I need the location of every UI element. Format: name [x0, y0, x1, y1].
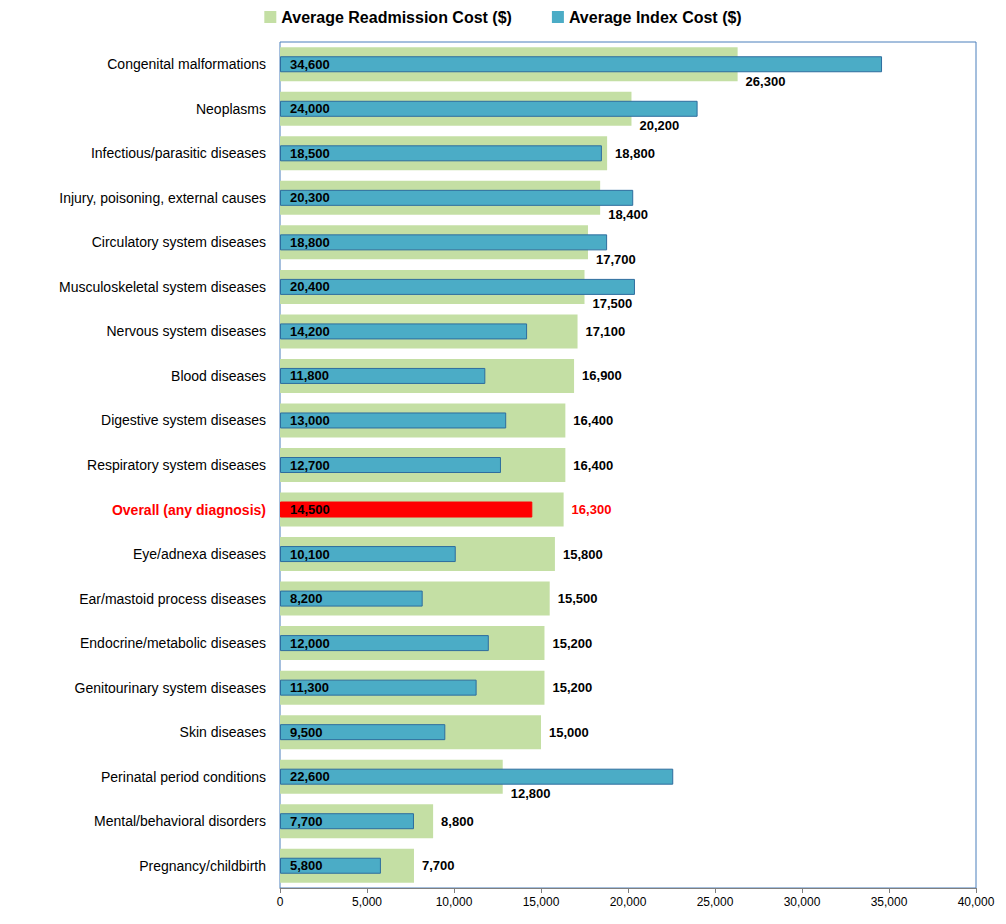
svg-text:13,000: 13,000: [290, 413, 330, 428]
svg-text:5,000: 5,000: [352, 895, 382, 909]
svg-text:17,100: 17,100: [586, 324, 626, 339]
svg-text:20,400: 20,400: [290, 279, 330, 294]
svg-text:12,000: 12,000: [290, 636, 330, 651]
svg-text:15,500: 15,500: [558, 591, 598, 606]
svg-text:16,400: 16,400: [573, 458, 613, 473]
svg-text:20,200: 20,200: [639, 118, 679, 133]
svg-text:Perinatal period conditions: Perinatal period conditions: [101, 769, 266, 785]
svg-text:24,000: 24,000: [290, 101, 330, 116]
svg-text:25,000: 25,000: [697, 895, 734, 909]
svg-text:17,500: 17,500: [593, 296, 633, 311]
svg-text:Average Index Cost ($): Average Index Cost ($): [569, 9, 742, 26]
svg-text:16,900: 16,900: [582, 368, 622, 383]
svg-text:14,500: 14,500: [290, 502, 330, 517]
svg-text:Ear/mastoid process diseases: Ear/mastoid process diseases: [79, 591, 266, 607]
svg-text:0: 0: [277, 895, 284, 909]
svg-text:Neoplasms: Neoplasms: [196, 101, 266, 117]
svg-text:20,300: 20,300: [290, 190, 330, 205]
svg-text:7,700: 7,700: [290, 814, 323, 829]
svg-text:Mental/behavioral disorders: Mental/behavioral disorders: [94, 813, 266, 829]
svg-text:Injury, poisoning, external ca: Injury, poisoning, external causes: [59, 190, 266, 206]
svg-text:11,300: 11,300: [290, 680, 329, 695]
svg-text:15,000: 15,000: [523, 895, 560, 909]
svg-text:34,600: 34,600: [290, 57, 330, 72]
svg-text:12,700: 12,700: [290, 458, 330, 473]
svg-text:8,800: 8,800: [441, 814, 474, 829]
svg-text:11,800: 11,800: [290, 368, 329, 383]
svg-text:20,000: 20,000: [610, 895, 647, 909]
svg-text:15,200: 15,200: [552, 680, 592, 695]
svg-text:9,500: 9,500: [290, 725, 323, 740]
svg-text:35,000: 35,000: [871, 895, 908, 909]
svg-text:18,500: 18,500: [290, 146, 330, 161]
svg-text:26,300: 26,300: [746, 74, 786, 89]
svg-text:16,300: 16,300: [572, 502, 612, 517]
svg-text:Pregnancy/childbirth: Pregnancy/childbirth: [139, 858, 266, 874]
svg-text:8,200: 8,200: [290, 591, 323, 606]
svg-text:Infectious/parasitic diseases: Infectious/parasitic diseases: [91, 145, 266, 161]
svg-text:40,000: 40,000: [958, 895, 995, 909]
svg-text:Overall (any diagnosis): Overall (any diagnosis): [112, 502, 266, 518]
svg-text:Blood diseases: Blood diseases: [171, 368, 266, 384]
svg-text:Average Readmission Cost ($): Average Readmission Cost ($): [281, 9, 512, 26]
svg-text:22,600: 22,600: [290, 769, 330, 784]
svg-text:Respiratory system diseases: Respiratory system diseases: [87, 457, 266, 473]
svg-text:7,700: 7,700: [422, 858, 455, 873]
svg-text:18,800: 18,800: [615, 146, 655, 161]
svg-text:17,700: 17,700: [596, 252, 636, 267]
svg-text:Skin diseases: Skin diseases: [180, 724, 266, 740]
svg-text:12,800: 12,800: [511, 786, 551, 801]
svg-text:18,800: 18,800: [290, 235, 330, 250]
svg-text:30,000: 30,000: [784, 895, 821, 909]
svg-text:15,200: 15,200: [552, 636, 592, 651]
svg-text:Digestive system diseases: Digestive system diseases: [101, 412, 266, 428]
svg-text:5,800: 5,800: [290, 858, 323, 873]
svg-text:Endocrine/metabolic diseases: Endocrine/metabolic diseases: [80, 635, 266, 651]
svg-text:10,000: 10,000: [436, 895, 473, 909]
svg-text:Genitourinary system diseases: Genitourinary system diseases: [75, 680, 266, 696]
svg-text:14,200: 14,200: [290, 324, 330, 339]
svg-text:Congenital malformations: Congenital malformations: [107, 56, 266, 72]
svg-text:15,800: 15,800: [563, 547, 603, 562]
svg-text:16,400: 16,400: [573, 413, 613, 428]
svg-text:15,000: 15,000: [549, 725, 589, 740]
svg-text:Musculoskeletal system disease: Musculoskeletal system diseases: [59, 279, 266, 295]
svg-text:Nervous system diseases: Nervous system diseases: [106, 323, 266, 339]
svg-text:18,400: 18,400: [608, 207, 648, 222]
svg-text:10,100: 10,100: [290, 547, 330, 562]
svg-text:Eye/adnexa diseases: Eye/adnexa diseases: [133, 546, 266, 562]
svg-text:Circulatory system diseases: Circulatory system diseases: [92, 234, 266, 250]
